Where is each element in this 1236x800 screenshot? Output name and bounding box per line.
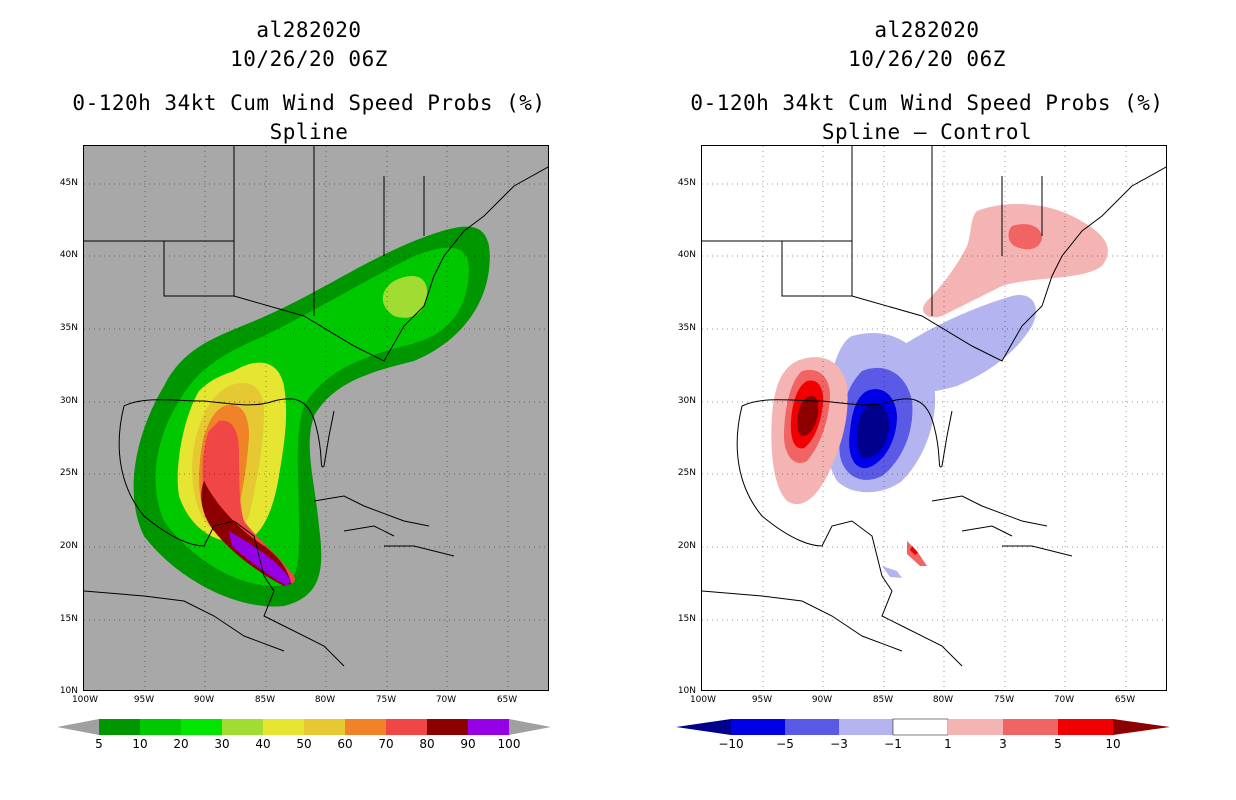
left-cbar-label: 60 [337, 737, 353, 751]
left-cbar-label: 20 [173, 737, 189, 751]
left-lon-70: 70W [435, 695, 457, 705]
right-subtitle: Spline – Control [821, 120, 1033, 144]
right-cbar-label: 10 [1105, 737, 1121, 751]
left-colorbar-under [57, 719, 99, 735]
right-valid-time: 10/26/20 06Z [848, 47, 1006, 71]
right-lon-95: 95W [751, 695, 773, 705]
right-lon-85: 85W [872, 695, 894, 705]
right-colorbar-under [676, 719, 731, 735]
right-lon-70: 70W [1053, 695, 1075, 705]
probability-contours [133, 226, 490, 607]
left-colorbar-swatch [304, 719, 345, 735]
gridlines [702, 146, 1166, 690]
left-storm-id: al282020 [256, 18, 362, 42]
left-product-title: 0-120h 34kt Cum Wind Speed Probs (%) [72, 91, 546, 115]
left-panel: al282020 10/26/20 06Z 0-120h 34kt Cum Wi… [57, 18, 551, 751]
right-lat-20: 20N [677, 541, 696, 551]
gridlines [84, 146, 548, 690]
right-lat-30: 30N [677, 396, 696, 406]
right-storm-id: al282020 [874, 18, 980, 42]
left-cbar-label: 30 [214, 737, 230, 751]
right-cbar-label: −1 [884, 737, 902, 751]
left-cbar-label: 70 [378, 737, 394, 751]
right-map [701, 145, 1167, 691]
right-colorbar [676, 718, 1170, 736]
left-colorbar-swatch [99, 719, 140, 735]
right-panel: al282020 10/26/20 06Z 0-120h 34kt Cum Wi… [618, 0, 1236, 800]
left-cbar-label: 100 [497, 737, 521, 751]
right-lat-15: 15N [677, 614, 696, 624]
left-lat-15: 15N [59, 614, 78, 624]
right-lat-40: 40N [677, 250, 696, 260]
left-lat-40: 40N [59, 250, 78, 260]
right-colorbar-swatch [1003, 719, 1058, 735]
left-lat-30: 30N [59, 396, 78, 406]
left-colorbar-swatch [345, 719, 386, 735]
left-lat-10: 10N [59, 686, 78, 696]
left-cbar-label: 10 [132, 737, 148, 751]
right-colorbar-over [1113, 719, 1170, 735]
left-lat-25: 25N [59, 468, 78, 478]
right-lat-35: 35N [677, 323, 696, 333]
left-colorbar [57, 719, 551, 735]
left-subtitle: Spline [269, 120, 349, 144]
left-map [83, 145, 549, 691]
left-colorbar-swatch [263, 719, 304, 735]
right-colorbar-swatch [1058, 719, 1113, 735]
right-cbar-label: −3 [830, 737, 848, 751]
left-cbar-label: 40 [255, 737, 271, 751]
coastlines [84, 146, 548, 667]
right-cbar-label: −10 [718, 737, 744, 751]
right-cbar-label: 3 [999, 737, 1007, 751]
left-lon-65: 65W [496, 695, 518, 705]
right-lat-25: 25N [677, 468, 696, 478]
left-cbar-label: 80 [419, 737, 435, 751]
right-colorbar-swatch [785, 719, 839, 735]
left-colorbar-swatch [222, 719, 263, 735]
left-colorbar-swatch [468, 719, 509, 735]
left-colorbar-swatch [181, 719, 222, 735]
right-cbar-label: 5 [1054, 737, 1062, 751]
right-product-title: 0-120h 34kt Cum Wind Speed Probs (%) [690, 91, 1164, 115]
left-lon-85: 85W [254, 695, 276, 705]
difference-contours [771, 204, 1108, 578]
right-cbar-label: 1 [944, 737, 952, 751]
left-cbar-label: 5 [95, 737, 103, 751]
coastlines [702, 146, 1166, 667]
right-lon-100: 100W [689, 695, 717, 705]
left-lon-75: 75W [375, 695, 397, 705]
right-colorbar-swatch [731, 719, 785, 735]
left-colorbar-over [509, 719, 551, 735]
right-colorbar-swatch [839, 719, 893, 735]
right-cbar-label: −5 [776, 737, 794, 751]
left-lon-100: 100W [71, 695, 99, 705]
left-lat-20: 20N [59, 541, 78, 551]
right-lon-65: 65W [1114, 695, 1136, 705]
left-map-svg [84, 146, 548, 690]
right-lon-80: 80W [932, 695, 954, 705]
left-lat-35: 35N [59, 323, 78, 333]
left-colorbar-swatch [427, 719, 468, 735]
left-lon-95: 95W [133, 695, 155, 705]
left-valid-time: 10/26/20 06Z [230, 47, 388, 71]
left-colorbar-swatch [386, 719, 427, 735]
right-colorbar-swatch [892, 718, 949, 736]
left-colorbar-swatch [140, 719, 181, 735]
right-lon-75: 75W [993, 695, 1015, 705]
right-colorbar-swatch [948, 719, 1003, 735]
left-cbar-label: 90 [460, 737, 476, 751]
left-lon-80: 80W [314, 695, 336, 705]
right-map-svg [702, 146, 1166, 690]
right-lon-90: 90W [811, 695, 833, 705]
right-lat-10: 10N [677, 686, 696, 696]
left-lat-45: 45N [59, 178, 78, 188]
left-cbar-label: 50 [296, 737, 312, 751]
left-lon-90: 90W [193, 695, 215, 705]
right-lat-45: 45N [677, 178, 696, 188]
